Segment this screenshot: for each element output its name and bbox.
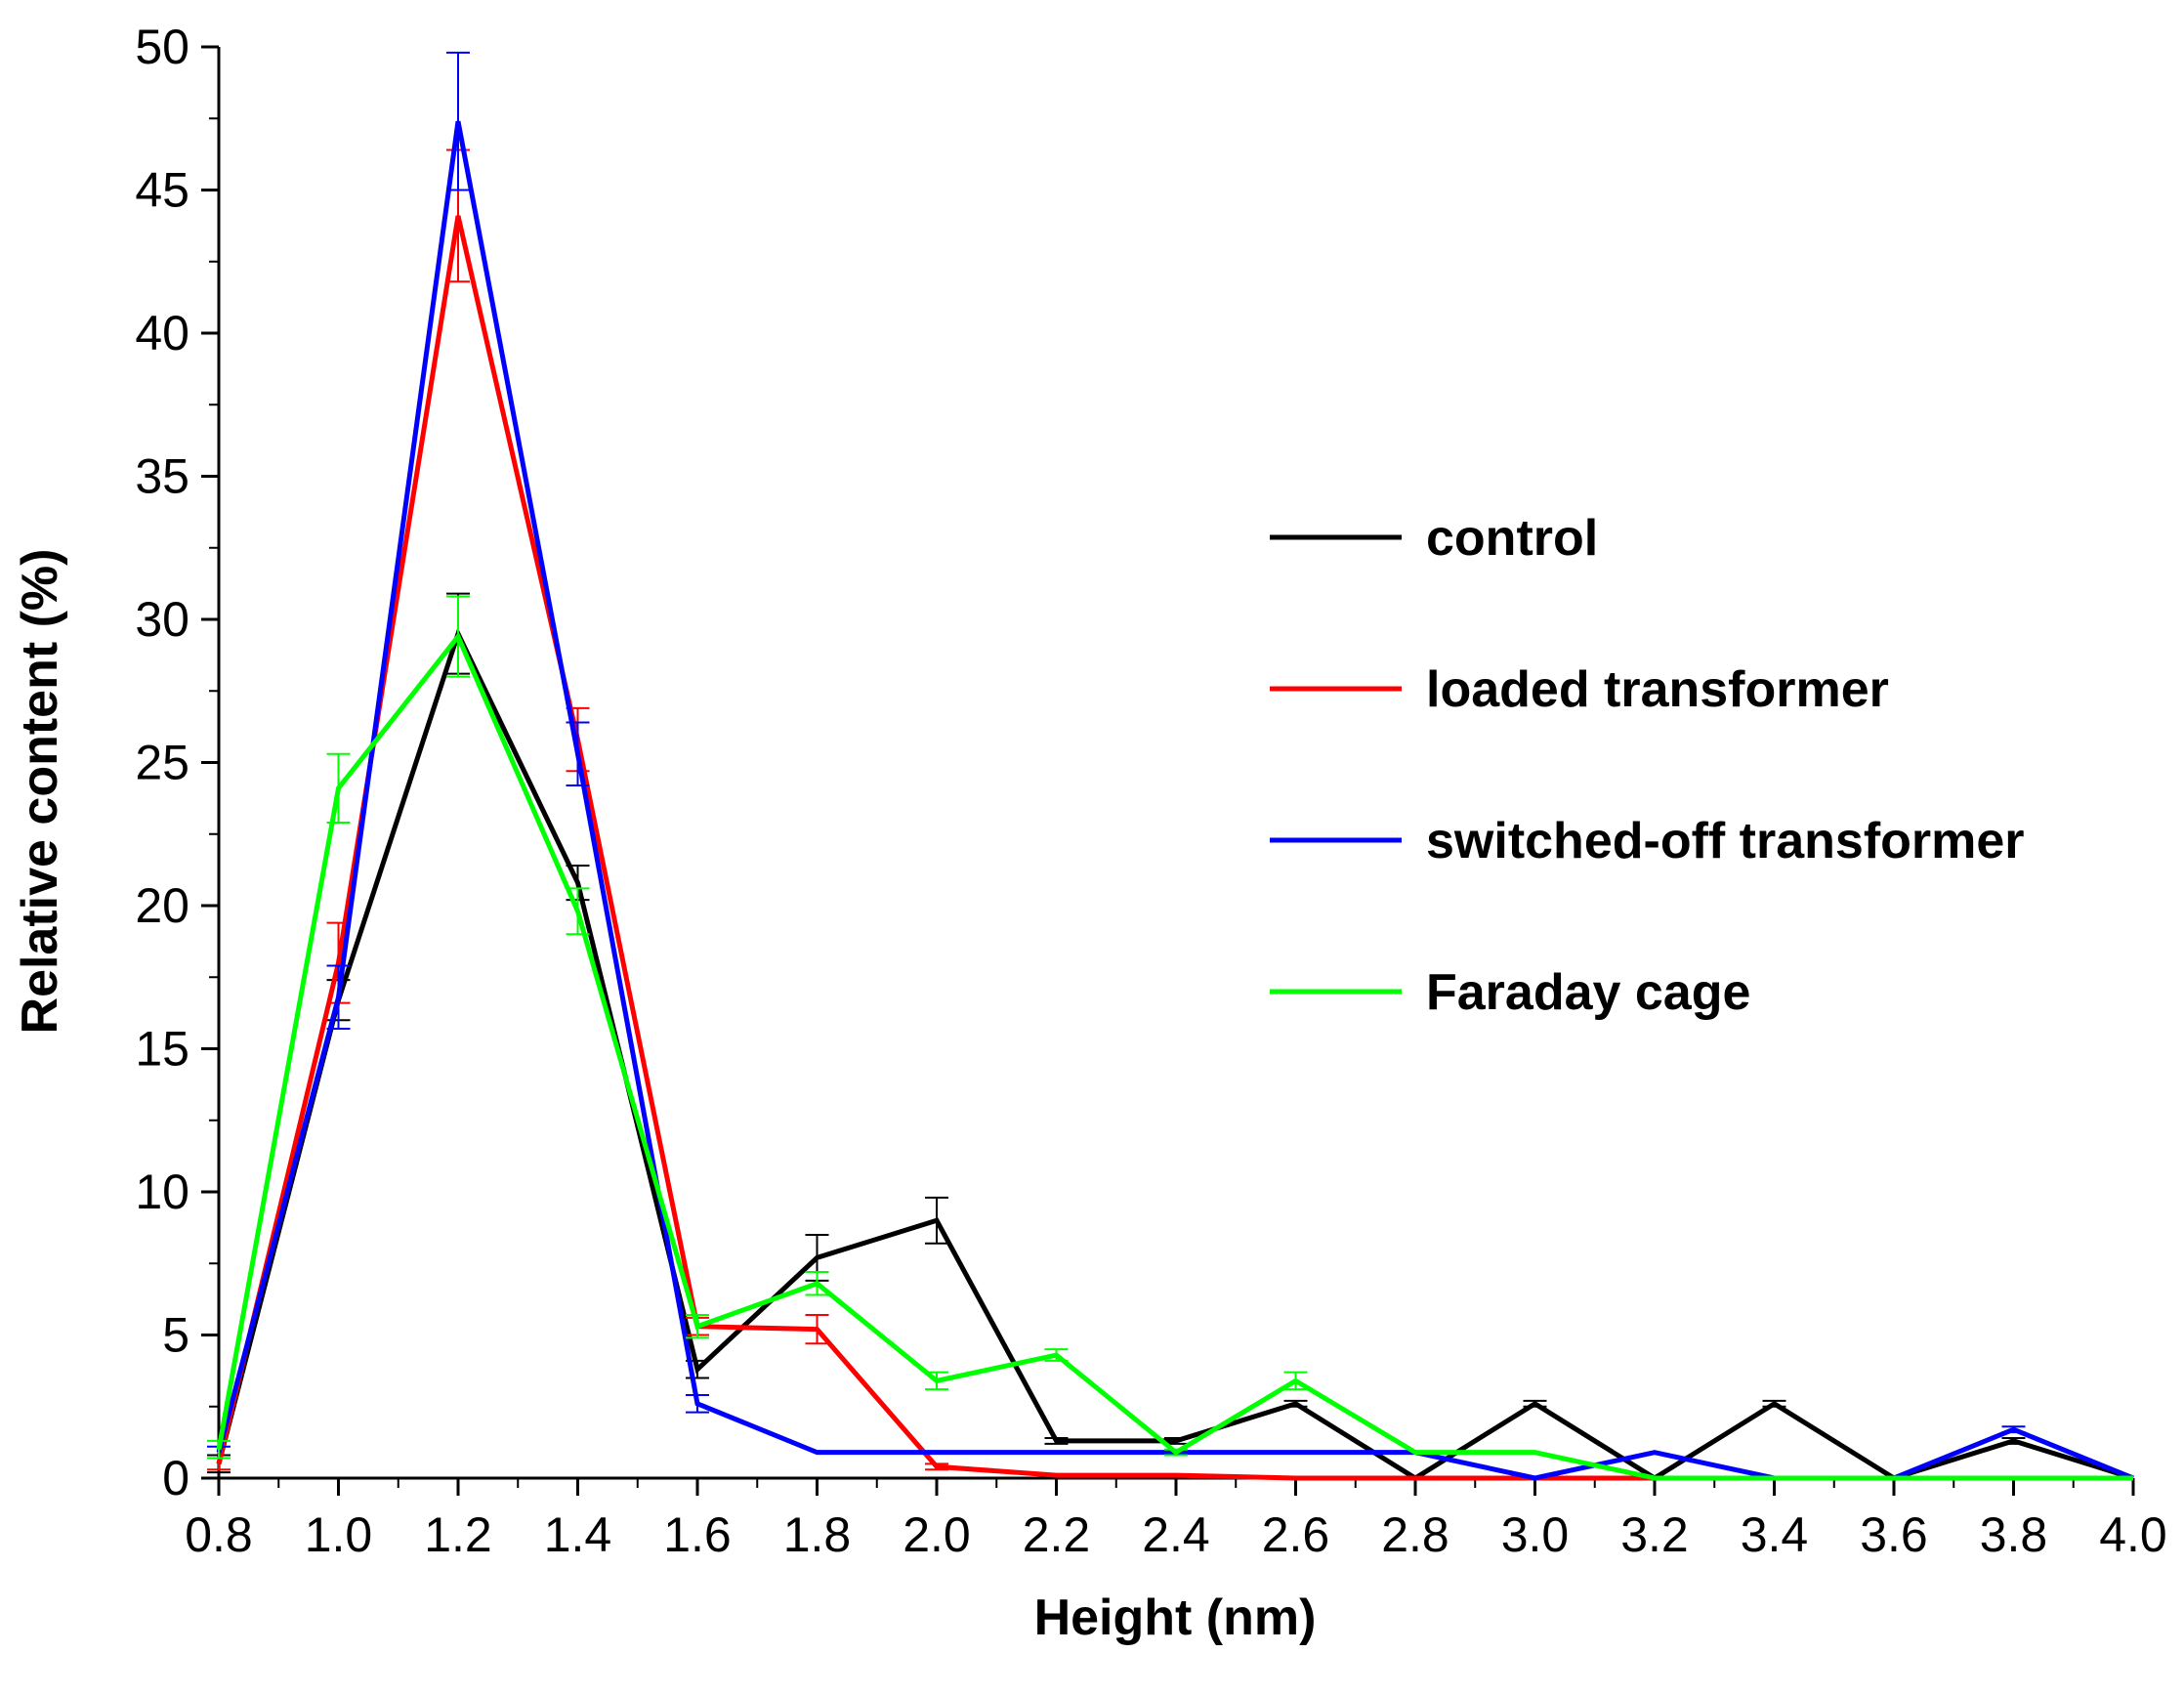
legend-label: Faraday cage — [1426, 964, 1750, 1021]
series-line — [216, 626, 2134, 1481]
x-tick-label: 1.0 — [305, 1507, 373, 1562]
y-tick-label: 45 — [135, 163, 189, 218]
series-faraday-cage — [207, 595, 2133, 1481]
legend: control loaded transformer switched-off tr… — [1270, 510, 2025, 1021]
x-tick-label: 2.6 — [1262, 1507, 1330, 1562]
series-switched-off-transformer — [207, 51, 2134, 1481]
x-tick-label: 3.2 — [1620, 1507, 1689, 1562]
x-tick-label: 2.4 — [1142, 1507, 1210, 1562]
legend-label: switched-off transformer — [1426, 813, 2025, 869]
y-tick-label: 5 — [162, 1308, 189, 1363]
y-tick-label: 40 — [135, 306, 189, 360]
series-layer — [207, 51, 2134, 1481]
series-line — [216, 120, 2134, 1481]
x-tick-label: 2.2 — [1023, 1507, 1091, 1562]
x-tick-label: 3.8 — [1980, 1507, 2048, 1562]
x-tick-label: 1.2 — [424, 1507, 492, 1562]
y-tick-label: 30 — [135, 592, 189, 647]
x-tick-label: 1.8 — [783, 1507, 852, 1562]
y-axis-title: Relative content (%) — [12, 549, 68, 1035]
series-line — [216, 631, 2133, 1481]
x-axis-title: Height (nm) — [1034, 1589, 1317, 1646]
x-tick-label: 4.0 — [2099, 1507, 2167, 1562]
y-tick-label: 25 — [135, 736, 189, 790]
x-tick-label: 3.0 — [1501, 1507, 1570, 1562]
x-tick-label: 3.6 — [1860, 1507, 1928, 1562]
y-tick-label: 15 — [135, 1022, 189, 1077]
axes: 0 5 10 15 20 25 30 35 40 45 50 0.8 1.0 1.2 1.4 1.6 1.8 2.… — [135, 20, 2166, 1562]
y-tick-label: 10 — [135, 1165, 189, 1219]
y-tick-label: 0 — [162, 1451, 189, 1505]
x-tick-label: 2.0 — [903, 1507, 971, 1562]
legend-label: loaded transformer — [1426, 661, 1889, 718]
legend-label: control — [1426, 510, 1598, 567]
x-tick-label: 3.4 — [1741, 1507, 1809, 1562]
y-tick-label: 35 — [135, 449, 189, 504]
x-tick-label: 2.8 — [1381, 1507, 1449, 1562]
x-tick-label: 1.6 — [663, 1507, 732, 1562]
x-tick-label: 1.4 — [544, 1507, 612, 1562]
x-tick-label: 0.8 — [185, 1507, 253, 1562]
y-tick-label: 20 — [135, 878, 189, 933]
y-tick-label: 50 — [135, 20, 189, 74]
